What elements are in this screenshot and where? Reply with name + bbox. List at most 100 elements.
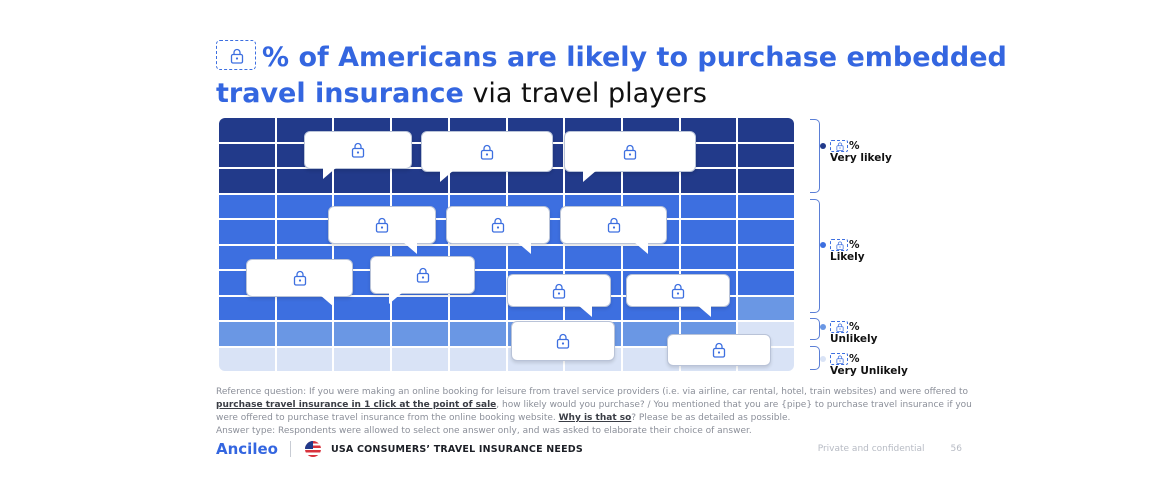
lock-icon <box>480 144 494 160</box>
waffle-cell-likely <box>276 194 333 218</box>
legend-percent: % <box>849 239 860 251</box>
brand-logo: Ancileo <box>216 440 278 458</box>
waffle-cell-very-likely <box>449 169 506 193</box>
lock-icon <box>552 283 566 299</box>
legend-very-likely: % Very likely <box>820 140 892 164</box>
legend-color-swatch <box>820 143 826 149</box>
footnote-emphasis: Why is that so <box>558 413 632 423</box>
waffle-cell-likely <box>738 220 794 244</box>
waffle-cell-very-likely <box>392 169 448 193</box>
waffle-cell-very-likely <box>680 169 737 193</box>
waffle-cell-very-unlikely <box>219 347 275 371</box>
locked-answer-bubble <box>560 206 667 254</box>
waffle-cell-likely <box>680 194 737 218</box>
locked-value-placeholder <box>216 40 256 70</box>
waffle-cell-likely <box>622 245 679 269</box>
waffle-cell-very-unlikely <box>622 347 679 371</box>
waffle-cell-unlikely <box>334 322 391 346</box>
waffle-cell-very-unlikely <box>392 347 448 371</box>
lock-icon <box>836 323 844 332</box>
waffle-cell-very-likely <box>334 169 391 193</box>
lock-icon <box>556 333 570 349</box>
lock-icon <box>230 48 244 64</box>
waffle-cell-likely <box>219 220 275 244</box>
lock-icon <box>671 283 685 299</box>
lock-icon <box>836 241 844 250</box>
lock-icon <box>491 217 505 233</box>
title-line2-bold: travel insurance <box>216 78 464 109</box>
lock-icon <box>293 270 306 286</box>
waffle-cell-likely <box>680 245 737 269</box>
waffle-cell-very-likely <box>276 169 333 193</box>
footnote-answer-type: Answer type: Respondents were allowed to… <box>216 426 752 436</box>
locked-value-placeholder <box>830 353 848 365</box>
waffle-cell-unlikely <box>449 322 506 346</box>
locked-answer-bubble <box>507 274 611 317</box>
us-flag-icon <box>304 441 321 457</box>
report-title: USA CONSUMERS’ TRAVEL INSURANCE NEEDS <box>330 443 583 455</box>
legend-unlikely: % Unlikely <box>820 321 877 345</box>
waffle-cell-very-likely <box>738 143 794 167</box>
waffle-cell-likely <box>219 296 275 320</box>
legend-label: Likely <box>830 251 865 263</box>
legend-percent: % <box>849 321 860 333</box>
locked-value-placeholder <box>830 239 848 251</box>
waffle-cell-likely <box>680 220 737 244</box>
legend-color-swatch <box>820 356 826 362</box>
page-number: 56 <box>950 444 962 454</box>
lock-icon <box>836 142 844 151</box>
footnote-text: Reference question: If you were making a… <box>216 387 968 397</box>
waffle-cell-very-unlikely <box>334 347 391 371</box>
locked-value-placeholder <box>830 140 848 152</box>
locked-answer-bubble <box>370 256 475 304</box>
locked-answer-bubble <box>304 131 412 179</box>
lock-icon <box>375 217 389 233</box>
title-line2-light: via travel players <box>463 78 707 109</box>
title-lead: % of Americans are likely to purchase em… <box>262 42 1007 73</box>
footnote-emphasis: purchase travel insurance in 1 click at … <box>216 400 497 410</box>
footnote-text: , how likely would you purchase? / You m… <box>216 400 972 423</box>
lock-icon <box>416 267 429 283</box>
lock-icon <box>623 144 637 160</box>
waffle-cell-unlikely <box>392 322 448 346</box>
locked-answer-bubble <box>564 131 696 182</box>
legend-brace-very-likely <box>810 119 820 193</box>
waffle-cell-likely <box>276 296 333 320</box>
waffle-cell-likely <box>276 220 333 244</box>
waffle-cell-very-unlikely <box>449 347 506 371</box>
legend-brace-unlikely <box>810 318 820 340</box>
waffle-cell-likely <box>738 194 794 218</box>
waffle-cell-likely <box>219 194 275 218</box>
locked-answer-bubble <box>246 259 353 307</box>
locked-answer-bubble <box>667 334 771 366</box>
waffle-cell-likely <box>565 245 621 269</box>
footnote-text: ? Please be as detailed as possible. <box>631 413 791 423</box>
legend-brace-very-unlikely <box>810 346 820 370</box>
waffle-cell-likely <box>449 296 506 320</box>
legend-likely: % Likely <box>820 239 865 263</box>
footnote: Reference question: If you were making a… <box>216 386 976 438</box>
legend-label: Very likely <box>830 152 892 164</box>
waffle-cell-likely <box>334 296 391 320</box>
waffle-cell-unlikely <box>276 322 333 346</box>
legend-percent: % <box>849 353 860 365</box>
locked-answer-bubble <box>626 274 730 317</box>
confidential-label: Private and confidential <box>817 444 925 454</box>
legend-color-swatch <box>820 324 826 330</box>
waffle-cell-very-likely <box>219 169 275 193</box>
waffle-cell-unlikely <box>622 322 679 346</box>
locked-answer-bubble <box>511 321 615 361</box>
waffle-cell-likely <box>507 245 564 269</box>
waffle-cell-unlikely <box>219 322 275 346</box>
waffle-cell-very-likely <box>738 169 794 193</box>
footer-divider <box>289 441 291 457</box>
waffle-cell-likely <box>392 296 448 320</box>
waffle-cell-very-likely <box>507 169 564 193</box>
waffle-cell-likely <box>738 271 794 295</box>
footer: Ancileo USA CONSUMERS’ TRAVEL INSURANCE … <box>216 438 976 460</box>
waffle-cell-very-likely <box>738 118 794 142</box>
lock-icon <box>607 217 620 233</box>
waffle-cell-very-likely <box>219 143 275 167</box>
legend-percent: % <box>849 140 860 152</box>
waffle-cell-very-likely <box>622 169 679 193</box>
